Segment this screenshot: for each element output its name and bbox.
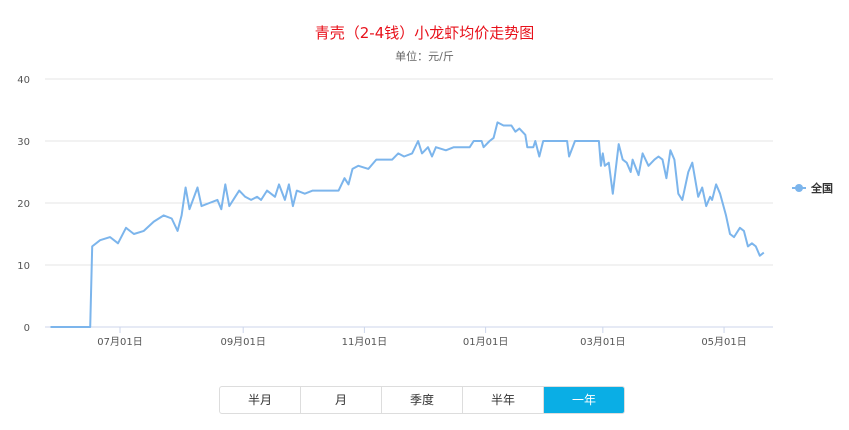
range-button-half-year[interactable]: 半年 — [462, 387, 543, 413]
range-button-month[interactable]: 月 — [300, 387, 381, 413]
y-tick-label: 40 — [17, 75, 30, 86]
y-tick-label: 10 — [17, 261, 30, 272]
chart-subtitle: 单位：元/斤 — [395, 50, 454, 63]
y-tick-label: 0 — [24, 323, 30, 334]
x-tick-label: 03月01日 — [580, 336, 625, 348]
range-button-year[interactable]: 一年 — [543, 387, 624, 413]
y-tick-label: 30 — [17, 137, 30, 148]
legend-marker-icon — [792, 184, 806, 192]
x-tick-label: 05月01日 — [701, 336, 746, 348]
legend-label: 全国 — [811, 182, 833, 195]
y-tick-label: 20 — [17, 199, 30, 210]
range-selector: 半月 月 季度 半年 一年 — [219, 386, 625, 414]
chart-title: 青壳（2-4钱）小龙虾均价走势图 — [314, 24, 535, 42]
series-line-national — [50, 121, 765, 328]
range-button-quarter[interactable]: 季度 — [381, 387, 462, 413]
legend-item-national[interactable]: 全国 — [792, 180, 833, 196]
range-button-half-month[interactable]: 半月 — [247, 393, 272, 407]
x-tick-label: 01月01日 — [463, 336, 508, 348]
x-tick-label: 11月01日 — [342, 336, 387, 348]
x-tick-label: 09月01日 — [220, 336, 265, 348]
x-tick-label: 07月01日 — [97, 336, 142, 348]
